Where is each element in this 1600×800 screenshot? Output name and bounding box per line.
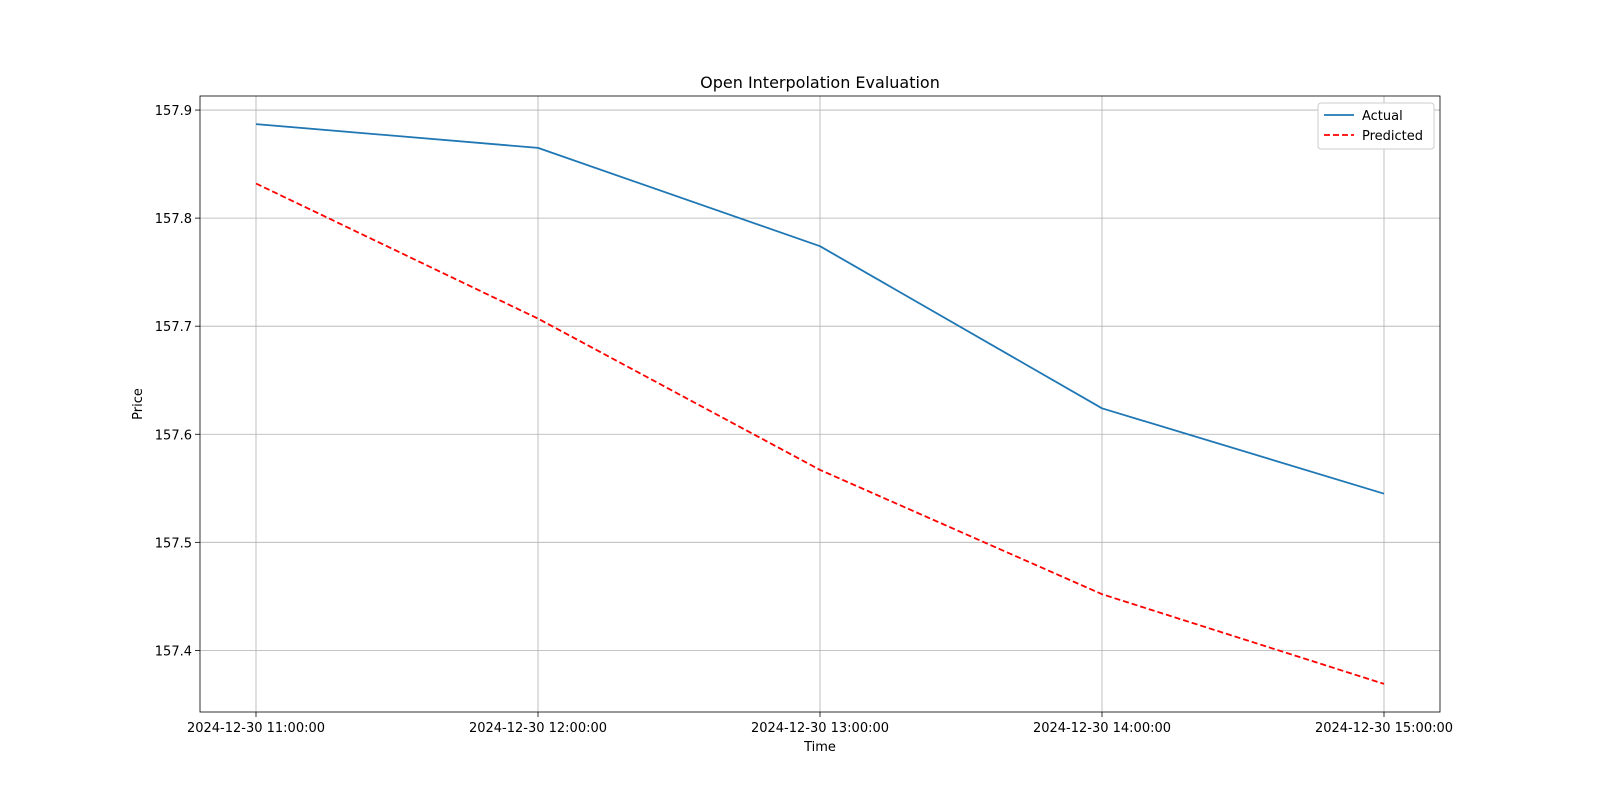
y-axis-label: Price [131, 388, 146, 420]
series-layer [255, 123, 1385, 685]
x-tick-label: 2024-12-30 15:00:00 [1315, 721, 1453, 736]
x-tick-label: 2024-12-30 13:00:00 [751, 721, 889, 736]
legend: Actual Predicted [1317, 102, 1435, 150]
y-tick-label: 157.5 [155, 536, 192, 551]
y-axis-ticks: 157.4 157.5 157.6 157.7 157.8 157.9 [155, 104, 200, 659]
y-tick-label: 157.6 [155, 428, 192, 443]
legend-label-actual: Actual [1362, 109, 1403, 124]
x-axis-ticks: 2024-12-30 11:00:00 2024-12-30 12:00:00 20… [187, 712, 1453, 736]
y-tick-label: 157.4 [155, 644, 192, 659]
legend-label-predicted: Predicted [1362, 129, 1423, 144]
y-tick-label: 157.9 [155, 104, 192, 119]
chart-title: Open Interpolation Evaluation [700, 73, 940, 92]
x-axis-label: Time [803, 740, 836, 755]
grid [200, 96, 1440, 712]
x-tick-label: 2024-12-30 12:00:00 [469, 721, 607, 736]
x-tick-label: 2024-12-30 11:00:00 [187, 721, 325, 736]
x-tick-label: 2024-12-30 14:00:00 [1033, 721, 1171, 736]
y-tick-label: 157.7 [155, 320, 192, 335]
y-tick-label: 157.8 [155, 212, 192, 227]
